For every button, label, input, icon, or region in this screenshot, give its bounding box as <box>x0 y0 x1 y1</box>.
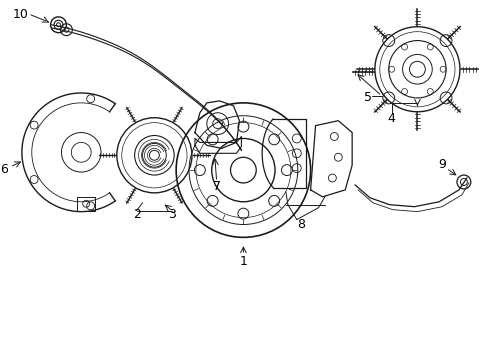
Text: 8: 8 <box>297 218 305 231</box>
Text: 7: 7 <box>213 180 220 193</box>
Text: 2: 2 <box>133 208 141 221</box>
Text: 3: 3 <box>168 208 176 221</box>
Text: 10: 10 <box>13 8 29 21</box>
Text: 5: 5 <box>364 91 372 104</box>
Text: 9: 9 <box>438 158 446 171</box>
Text: 4: 4 <box>388 112 395 125</box>
Text: 6: 6 <box>0 163 8 176</box>
Text: 1: 1 <box>240 255 247 267</box>
